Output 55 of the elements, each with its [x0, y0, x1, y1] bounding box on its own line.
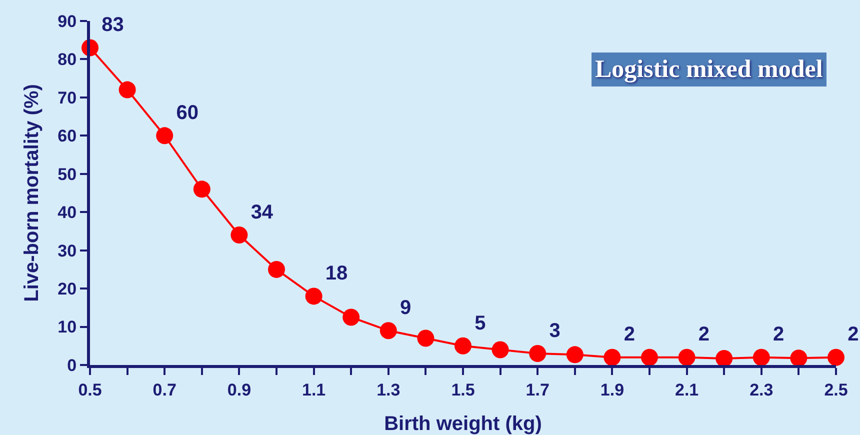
point [678, 348, 696, 366]
point [230, 226, 248, 244]
x-tick-label: 1.3 [376, 380, 400, 400]
y-tick-label: 40 [58, 203, 77, 222]
y-tick-label: 30 [58, 241, 77, 260]
point [380, 322, 397, 340]
data-label: 2 [773, 324, 784, 346]
data-label: 3 [549, 320, 560, 342]
point [118, 81, 136, 98]
point [529, 345, 546, 362]
point [752, 348, 770, 366]
y-tick-label: 70 [58, 88, 77, 108]
y-tick-label: 60 [58, 126, 77, 146]
point [790, 350, 808, 367]
x-tick-label: 0.7 [152, 380, 176, 400]
y-tick-label: 80 [58, 50, 77, 70]
point [193, 180, 210, 198]
x-tick-label: 2.3 [750, 380, 774, 400]
x-tick-label: 0.9 [227, 380, 252, 400]
data-label: 2 [848, 324, 859, 346]
point [305, 288, 322, 305]
data-label: 5 [474, 312, 486, 334]
data-label: 83 [102, 14, 124, 36]
point [268, 260, 285, 278]
point [828, 348, 844, 366]
y-tick-label: 90 [58, 12, 77, 31]
x-tick-label: 2.1 [674, 380, 699, 400]
data-label: 34 [250, 201, 274, 224]
data-label: 2 [624, 324, 635, 346]
point [417, 330, 434, 347]
y-tick-label: 20 [58, 280, 77, 299]
point [641, 348, 658, 366]
point [454, 337, 472, 354]
point [342, 308, 360, 326]
x-tick-label: 0.5 [78, 380, 102, 400]
point [492, 341, 509, 358]
x-tick-label: 1.9 [600, 380, 624, 400]
point [566, 346, 584, 364]
point [156, 127, 174, 144]
data-label: 60 [176, 102, 198, 124]
x-tick-label: 1.5 [451, 380, 475, 400]
x-tick-label: 2.5 [824, 380, 848, 400]
y-tick-label: 10 [58, 318, 77, 337]
point [604, 348, 621, 366]
point [716, 350, 733, 367]
data-label: 18 [325, 262, 348, 285]
x-tick-label: 1.1 [302, 380, 326, 400]
data-label: 9 [400, 296, 412, 319]
y-tick-label: 0 [67, 356, 77, 375]
annotation: Logistic mixed model [595, 56, 823, 83]
y-axis-title: Live-born mortality (%) [21, 84, 43, 302]
x-tick-label: 1.7 [526, 380, 550, 400]
data-label: 2 [698, 324, 710, 346]
y-tick-label: 50 [58, 164, 77, 184]
x-axis-title: Birth weight (kg) [384, 413, 542, 435]
